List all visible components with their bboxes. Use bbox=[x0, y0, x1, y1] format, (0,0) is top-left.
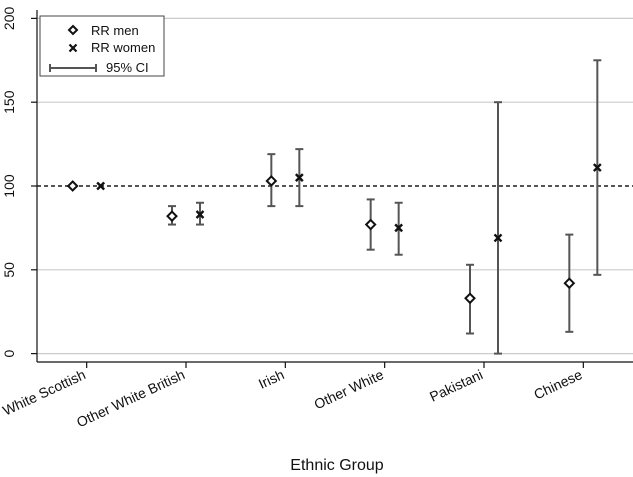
x-tick-label: Other White British bbox=[74, 366, 187, 430]
legend-women-marker bbox=[68, 43, 78, 53]
data-point-rr-men bbox=[265, 175, 278, 187]
legend-box bbox=[39, 15, 165, 77]
data-point-rr-men bbox=[166, 210, 178, 223]
legend-men-label: RR men bbox=[91, 23, 139, 38]
x-tick-label: Pakistani bbox=[427, 366, 485, 405]
legend: RR men RR women 95% CI bbox=[39, 15, 165, 77]
data-point-rr-women bbox=[294, 173, 304, 182]
data-point-rr-men bbox=[464, 292, 476, 305]
data-point-rr-women bbox=[195, 210, 205, 219]
data-point-rr-men bbox=[66, 180, 79, 192]
data-point-rr-women bbox=[493, 233, 503, 243]
legend-men-marker bbox=[67, 24, 79, 36]
data-point-rr-women bbox=[96, 181, 106, 191]
legend-ci-label: 95% CI bbox=[106, 60, 149, 75]
axes bbox=[31, 10, 633, 368]
x-axis-title: Ethnic Group bbox=[290, 457, 383, 474]
x-tick-label: Other White bbox=[311, 366, 386, 412]
legend-women-label: RR women bbox=[91, 40, 155, 55]
data-markers bbox=[66, 163, 602, 305]
y-tick-label: 0 bbox=[1, 350, 17, 358]
data-point-rr-women bbox=[394, 223, 404, 233]
data-point-rr-women bbox=[592, 163, 602, 172]
y-tick-label: 200 bbox=[1, 6, 17, 30]
x-tick-label: Chinese bbox=[531, 366, 585, 402]
data-point-rr-men bbox=[563, 277, 576, 290]
y-tick-label: 150 bbox=[1, 90, 17, 114]
x-tick-label: White Scottish bbox=[0, 366, 88, 418]
confidence-intervals bbox=[168, 59, 602, 355]
y-tick-label: 100 bbox=[1, 174, 17, 198]
data-point-rr-men bbox=[364, 218, 377, 231]
y-tick-label: 50 bbox=[1, 262, 17, 278]
x-tick-label: Irish bbox=[256, 366, 287, 392]
